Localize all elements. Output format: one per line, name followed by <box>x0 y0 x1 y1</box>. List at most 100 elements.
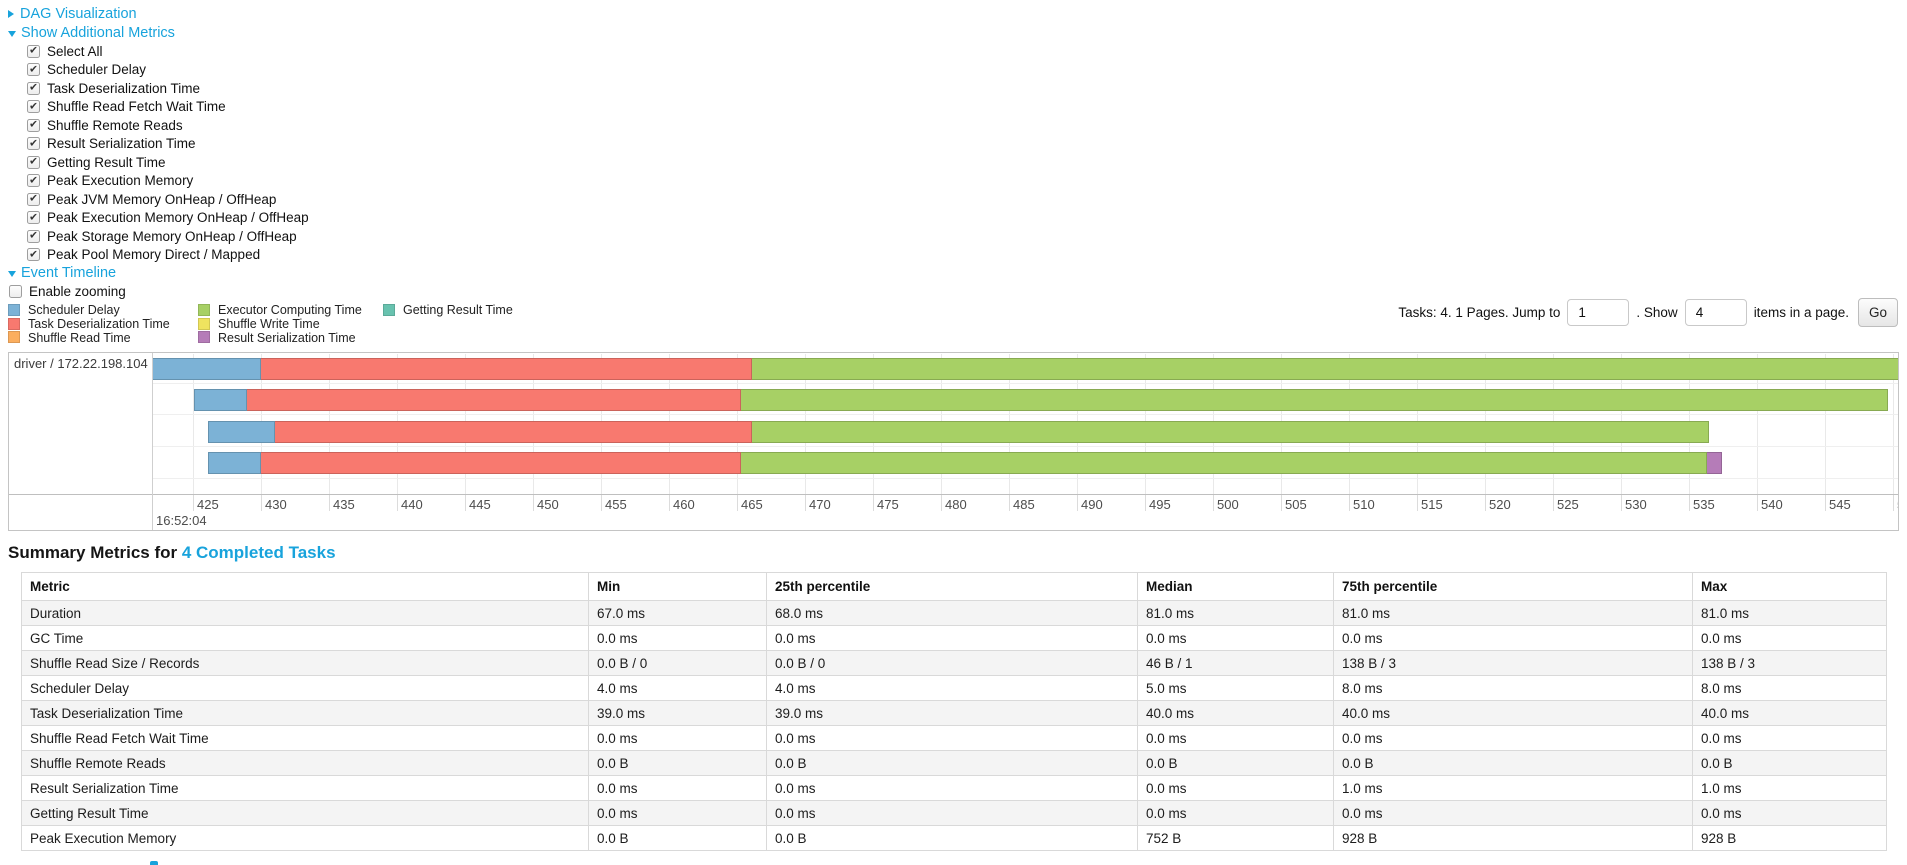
metric-name-cell: Peak Execution Memory <box>21 825 589 851</box>
event-timeline-chart[interactable]: 425 430 435 440 445 450 455 460 465 470 475 480 485 4… <box>8 352 1899 531</box>
legend-label: Shuffle Write Time <box>218 316 320 331</box>
timeline-axis-tick <box>1621 494 1622 511</box>
metric-name-cell: GC Time <box>21 625 589 651</box>
items-per-page-input[interactable] <box>1684 298 1747 326</box>
timeline-axis-tick <box>669 494 670 511</box>
legend-item-shuffle-read-time: Shuffle Read Time <box>8 331 170 345</box>
additional-metrics-checkbox-list: ✔ Select All ✔ Scheduler Delay ✔ Task Deseria… <box>8 42 309 264</box>
metric-value-cell: 40.0 ms <box>1333 700 1693 726</box>
task-segment-scheduler_delay[interactable] <box>207 452 261 474</box>
metric-option-shuffle-read-fetch-wait-time[interactable]: ✔ Shuffle Read Fetch Wait Time <box>8 98 309 117</box>
tasks-pagination-bar: Tasks: 4. 1 Pages. Jump to . Show items … <box>1398 297 1898 327</box>
enable-zooming-checkbox[interactable] <box>9 285 22 299</box>
task-segment-task_deserialization[interactable] <box>261 452 742 474</box>
task-segment-task_deserialization[interactable] <box>274 420 752 443</box>
metric-value-cell: 4.0 ms <box>766 675 1138 701</box>
metric-label: Shuffle Remote Reads <box>47 117 183 133</box>
metric-checkbox-peak-execution-memory[interactable]: ✔ <box>27 174 40 188</box>
timeline-axis-tick <box>1485 494 1486 511</box>
task-segment-task_deserialization[interactable] <box>247 389 742 411</box>
metric-value-cell: 68.0 ms <box>766 600 1138 626</box>
metric-checkbox-task-deserialization-time[interactable]: ✔ <box>27 81 40 95</box>
task-segment-task_deserialization[interactable] <box>261 357 752 380</box>
timeline-label-column-border <box>152 353 153 530</box>
task-segment-result_serialization[interactable] <box>1706 452 1722 474</box>
show-additional-metrics-toggle[interactable]: Show Additional Metrics <box>8 24 309 43</box>
metric-name-cell: Scheduler Delay <box>21 675 589 701</box>
legend-item-getting-result-time: Getting Result Time <box>383 303 513 317</box>
metric-option-peak-storage-memory-onheap-offheap[interactable]: ✔ Peak Storage Memory OnHeap / OffHeap <box>8 227 309 246</box>
metric-value-cell: 0.0 ms <box>1333 725 1693 751</box>
metric-value-cell: 4.0 ms <box>588 675 767 701</box>
metric-value-cell: 81.0 ms <box>1137 600 1334 626</box>
go-button[interactable]: Go <box>1858 297 1898 327</box>
metric-checkbox-shuffle-remote-reads[interactable]: ✔ <box>27 118 40 132</box>
metric-checkbox-shuffle-read-fetch-wait-time[interactable]: ✔ <box>27 100 40 114</box>
timeline-row-separator <box>152 446 1898 447</box>
timeline-axis-tick <box>397 494 398 511</box>
dag-visualization-toggle[interactable]: DAG Visualization <box>8 5 309 24</box>
completed-tasks-link[interactable]: 4 Completed Tasks <box>181 543 336 562</box>
timeline-legend-column: Executor Computing Time Shuffle Write Tim… <box>198 303 362 345</box>
metric-value-cell: 81.0 ms <box>1692 600 1887 626</box>
metric-checkbox-peak-jvm-memory-onheap-offheap[interactable]: ✔ <box>27 192 40 206</box>
metric-option-scheduler-delay[interactable]: ✔ Scheduler Delay <box>8 61 309 80</box>
task-segment-scheduler_delay[interactable] <box>207 420 275 443</box>
summary-row-gc-time: GC Time 0.0 ms 0.0 ms 0.0 ms 0.0 ms 0.0 ms <box>21 625 1887 651</box>
metric-name-cell: Shuffle Read Size / Records <box>21 650 589 676</box>
metric-value-cell: 0.0 B <box>766 750 1138 776</box>
metric-checkbox-peak-execution-memory-onheap-offheap[interactable]: ✔ <box>27 211 40 225</box>
dag-visualization-label[interactable]: DAG Visualization <box>20 6 137 23</box>
jump-to-page-input[interactable] <box>1567 298 1630 326</box>
metric-value-cell: 0.0 ms <box>588 775 767 801</box>
metric-option-peak-execution-memory-onheap-offheap[interactable]: ✔ Peak Execution Memory OnHeap / OffHeap <box>8 209 309 228</box>
metric-value-cell: 0.0 ms <box>766 800 1138 826</box>
metric-checkbox-peak-pool-memory-direct-mapped[interactable]: ✔ <box>27 248 40 262</box>
metric-value-cell: 0.0 B <box>766 825 1138 851</box>
metric-option-result-serialization-time[interactable]: ✔ Result Serialization Time <box>8 135 309 154</box>
legend-label: Getting Result Time <box>403 302 513 317</box>
show-additional-metrics-label[interactable]: Show Additional Metrics <box>21 24 175 41</box>
metric-option-peak-jvm-memory-onheap-offheap[interactable]: ✔ Peak JVM Memory OnHeap / OffHeap <box>8 190 309 209</box>
timeline-axis-tick <box>261 494 262 511</box>
cutoff-section-link-sliver[interactable] <box>150 861 158 865</box>
timeline-legend-column: Scheduler Delay Task Deserialization Time… <box>8 303 170 345</box>
metric-value-cell: 40.0 ms <box>1137 700 1334 726</box>
metric-option-shuffle-remote-reads[interactable]: ✔ Shuffle Remote Reads <box>8 116 309 135</box>
timeline-row-separator <box>152 414 1898 416</box>
metric-value-cell: 0.0 B <box>588 750 767 776</box>
task-segment-scheduler_delay[interactable] <box>152 357 261 380</box>
metric-option-getting-result-time[interactable]: ✔ Getting Result Time <box>8 153 309 172</box>
legend-item-result-serialization-time: Result Serialization Time <box>198 331 362 345</box>
task-segment-executor_computing[interactable] <box>751 357 1898 380</box>
task-segment-scheduler_delay[interactable] <box>194 389 248 411</box>
summary-row-shuffle-read-size-records: Shuffle Read Size / Records 0.0 B / 0 0.0 … <box>21 650 1887 676</box>
metric-checkbox-scheduler-delay[interactable]: ✔ <box>27 63 40 77</box>
metric-option-peak-execution-memory[interactable]: ✔ Peak Execution Memory <box>8 172 309 191</box>
metric-value-cell: 0.0 ms <box>1692 625 1887 651</box>
timeline-tick-label: 520 <box>1489 497 1511 512</box>
metric-checkbox-peak-storage-memory-onheap-offheap[interactable]: ✔ <box>27 229 40 243</box>
timeline-tick-label: 430 <box>265 497 287 512</box>
metric-label: Getting Result Time <box>47 154 166 170</box>
task-segment-executor_computing[interactable] <box>741 452 1707 474</box>
metric-checkbox-select-all[interactable]: ✔ <box>27 44 40 58</box>
metric-value-cell: 0.0 B <box>1137 750 1334 776</box>
metric-option-task-deserialization-time[interactable]: ✔ Task Deserialization Time <box>8 79 309 98</box>
timeline-tick-label: 550 <box>1897 497 1898 512</box>
task-segment-executor_computing[interactable] <box>741 389 1888 411</box>
metric-value-cell: 0.0 ms <box>1137 625 1334 651</box>
items-in-page-text: items in a page. <box>1753 304 1849 320</box>
metric-value-cell: 0.0 ms <box>766 775 1138 801</box>
metric-option-peak-pool-memory-direct-mapped[interactable]: ✔ Peak Pool Memory Direct / Mapped <box>8 246 309 265</box>
timeline-tick-label: 480 <box>945 497 967 512</box>
enable-zooming-option[interactable]: Enable zooming <box>8 283 309 302</box>
timeline-tick-label: 440 <box>401 497 423 512</box>
metric-checkbox-result-serialization-time[interactable]: ✔ <box>27 137 40 151</box>
task-segment-executor_computing[interactable] <box>751 420 1710 443</box>
timeline-axis-line <box>9 494 1898 495</box>
event-timeline-label[interactable]: Event Timeline <box>21 265 117 282</box>
metric-checkbox-getting-result-time[interactable]: ✔ <box>27 155 40 169</box>
metric-option-select-all[interactable]: ✔ Select All <box>8 42 309 61</box>
event-timeline-toggle[interactable]: Event Timeline <box>8 264 309 283</box>
